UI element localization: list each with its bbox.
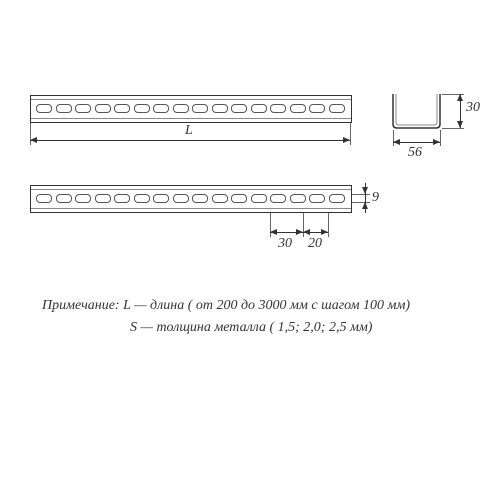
note-text-1: L — длина ( от 200 до 3000 мм с шагом 10… — [123, 298, 410, 313]
ext-line — [350, 123, 351, 145]
drawing-canvas: L 56 30 9 30 20 Примечание: L — длина ( … — [0, 0, 500, 500]
arrow — [362, 187, 368, 194]
arrow — [457, 94, 463, 101]
slot — [95, 104, 111, 113]
slot — [270, 194, 286, 203]
arrow — [30, 137, 37, 143]
slot — [134, 104, 150, 113]
label-length: L — [185, 123, 193, 139]
slot — [309, 104, 325, 113]
label-profile-width: 56 — [408, 145, 422, 161]
slot — [114, 194, 130, 203]
slot — [329, 194, 345, 203]
profile-cross-section — [388, 92, 458, 137]
arrow — [321, 229, 328, 235]
slot — [309, 194, 325, 203]
ext-line — [442, 128, 464, 129]
slot — [329, 104, 345, 113]
slot — [290, 194, 306, 203]
note-text-2: S — толщина металла ( 1,5; 2,0; 2,5 мм) — [130, 320, 372, 335]
slot — [75, 104, 91, 113]
arrow — [457, 121, 463, 128]
arrow — [343, 137, 350, 143]
ext-line — [352, 194, 370, 195]
slot — [270, 104, 286, 113]
arrow — [270, 229, 277, 235]
slot — [173, 194, 189, 203]
slot — [56, 194, 72, 203]
ext-line — [328, 213, 329, 237]
slot — [134, 194, 150, 203]
slot — [212, 194, 228, 203]
slot — [231, 104, 247, 113]
slot — [56, 104, 72, 113]
note-line-2: S — толщина металла ( 1,5; 2,0; 2,5 мм) — [130, 320, 372, 336]
slot — [153, 104, 169, 113]
slot — [192, 104, 208, 113]
slot — [290, 104, 306, 113]
slot — [36, 194, 52, 203]
label-slot-height: 9 — [372, 190, 379, 206]
slot — [114, 104, 130, 113]
arrow — [303, 229, 310, 235]
arrow — [362, 202, 368, 209]
note-prefix: Примечание: — [42, 298, 123, 313]
slot — [173, 104, 189, 113]
label-30: 30 — [278, 236, 292, 252]
slot — [231, 194, 247, 203]
slot — [192, 194, 208, 203]
slot — [75, 194, 91, 203]
arrow — [433, 139, 440, 145]
slot — [95, 194, 111, 203]
slot — [36, 104, 52, 113]
label-20: 20 — [308, 236, 322, 252]
slot — [212, 104, 228, 113]
slot — [251, 104, 267, 113]
note-line-1: Примечание: L — длина ( от 200 до 3000 м… — [42, 298, 410, 314]
label-profile-height: 30 — [466, 100, 480, 116]
arrow — [296, 229, 303, 235]
slot — [251, 194, 267, 203]
ext-line — [440, 130, 441, 146]
dim-length — [30, 140, 350, 141]
arrow — [393, 139, 400, 145]
slot — [153, 194, 169, 203]
